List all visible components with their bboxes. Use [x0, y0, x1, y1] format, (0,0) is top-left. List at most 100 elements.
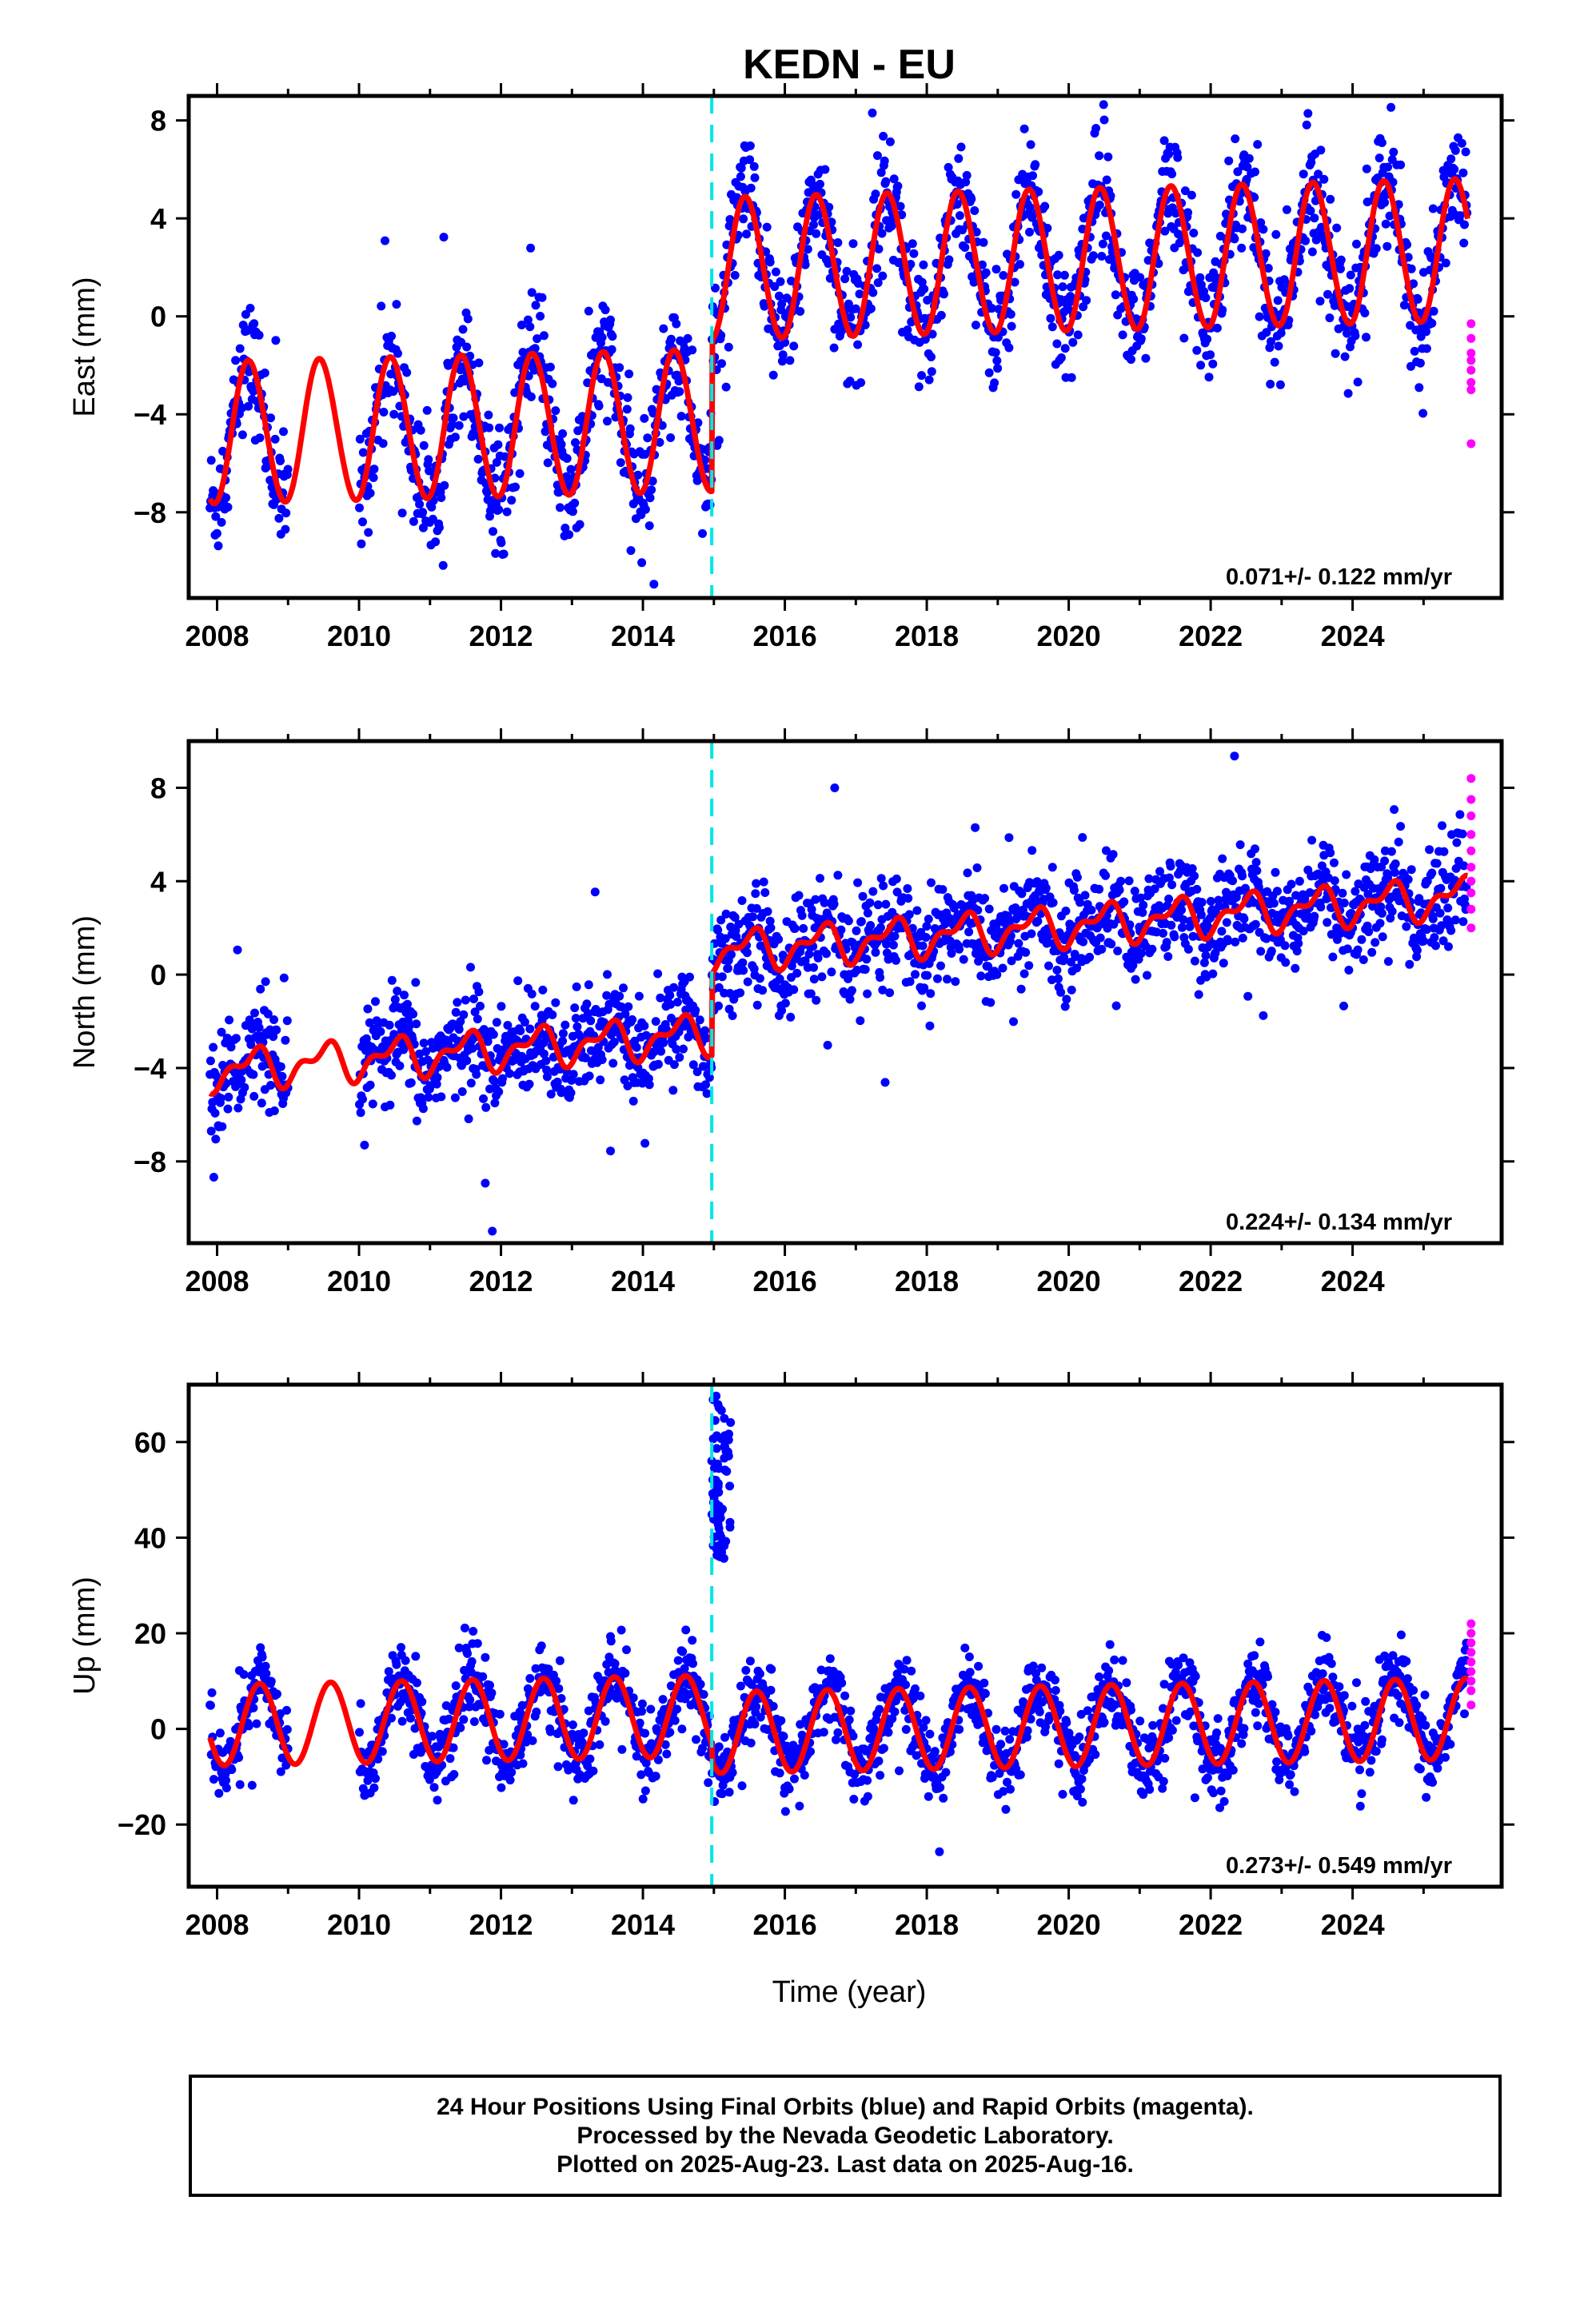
- final-point: [1255, 313, 1264, 321]
- final-point: [1323, 290, 1332, 299]
- final-point: [1055, 251, 1063, 260]
- final-point: [249, 1092, 258, 1101]
- final-point: [637, 558, 646, 567]
- final-point: [775, 292, 784, 301]
- final-point: [965, 1652, 974, 1661]
- final-point: [249, 1070, 257, 1079]
- final-point: [800, 1771, 809, 1780]
- final-point: [627, 546, 636, 555]
- final-point: [561, 1021, 569, 1030]
- final-point: [227, 1765, 236, 1774]
- final-point: [467, 1078, 476, 1087]
- final-point: [1371, 938, 1379, 947]
- y-tick-label: 8: [150, 771, 166, 804]
- final-point: [756, 1669, 764, 1678]
- final-point: [258, 1652, 267, 1661]
- final-point: [1425, 845, 1434, 854]
- final-point: [1228, 876, 1237, 885]
- final-point: [1276, 381, 1285, 389]
- final-point: [885, 988, 894, 997]
- final-point: [1213, 324, 1222, 333]
- final-point: [1028, 171, 1037, 180]
- final-orbit-points-north: [205, 751, 1471, 1235]
- final-point: [1360, 309, 1369, 317]
- final-point: [453, 998, 461, 1007]
- final-point: [214, 541, 223, 550]
- final-point: [1342, 871, 1351, 879]
- final-point: [358, 517, 367, 526]
- final-point: [912, 907, 921, 915]
- final-point: [489, 527, 497, 536]
- final-point: [385, 1021, 394, 1030]
- final-point: [357, 1699, 365, 1708]
- final-point: [531, 1002, 540, 1011]
- final-point: [506, 1776, 515, 1784]
- final-point: [1427, 319, 1436, 328]
- x-tick-label: 2008: [185, 620, 249, 652]
- final-point: [451, 1094, 460, 1102]
- final-point: [473, 1639, 482, 1648]
- final-point: [1270, 899, 1279, 907]
- final-point: [516, 469, 525, 478]
- final-point: [271, 435, 280, 444]
- final-point: [1384, 957, 1393, 966]
- final-point: [616, 458, 625, 467]
- final-point: [558, 1037, 567, 1046]
- final-point: [1129, 295, 1138, 304]
- y-tick-label: −4: [134, 1052, 166, 1085]
- final-point: [1103, 153, 1112, 161]
- final-point: [479, 1094, 488, 1103]
- final-point: [731, 271, 740, 280]
- final-point: [833, 1728, 842, 1737]
- final-point: [482, 1756, 491, 1764]
- final-point: [866, 921, 875, 930]
- final-point: [1163, 952, 1172, 961]
- final-point: [824, 1041, 832, 1050]
- final-point: [963, 171, 972, 180]
- final-point: [769, 371, 778, 380]
- final-point: [493, 1018, 501, 1026]
- final-point: [623, 405, 632, 413]
- final-point: [902, 1725, 911, 1734]
- final-point: [966, 1668, 975, 1676]
- final-point: [659, 1695, 668, 1704]
- final-point: [1344, 966, 1353, 975]
- final-point: [398, 508, 407, 517]
- final-point: [886, 138, 895, 146]
- final-point: [415, 500, 424, 508]
- x-tick-label: 2022: [1179, 1265, 1243, 1298]
- final-point: [868, 109, 877, 118]
- final-point: [449, 413, 458, 422]
- final-point: [224, 503, 233, 512]
- final-point: [1316, 145, 1325, 154]
- final-point: [617, 1745, 626, 1754]
- final-point: [861, 965, 870, 974]
- final-point: [548, 1011, 557, 1019]
- final-point: [451, 433, 460, 441]
- final-point: [1252, 858, 1261, 867]
- final-point: [1362, 333, 1371, 341]
- x-tick-label: 2020: [1037, 620, 1101, 652]
- final-point: [881, 177, 890, 186]
- plot-area-east: [205, 96, 1475, 598]
- final-point: [926, 989, 935, 998]
- y-tick-label: −4: [134, 398, 166, 431]
- final-point: [659, 325, 668, 333]
- final-point: [357, 540, 365, 548]
- final-point: [1082, 296, 1091, 305]
- final-point: [392, 1660, 401, 1669]
- final-point: [585, 1071, 594, 1080]
- final-point: [413, 1679, 421, 1688]
- final-point: [767, 1686, 776, 1695]
- final-point: [497, 1784, 505, 1792]
- final-point: [1024, 961, 1033, 970]
- final-point: [939, 1794, 948, 1803]
- final-point: [1295, 877, 1304, 886]
- final-point: [500, 550, 509, 559]
- final-point: [567, 465, 576, 474]
- rapid-point: [1466, 811, 1475, 820]
- final-point: [1081, 891, 1090, 899]
- final-point: [1407, 865, 1416, 874]
- final-point: [1062, 907, 1071, 915]
- final-point: [377, 301, 385, 310]
